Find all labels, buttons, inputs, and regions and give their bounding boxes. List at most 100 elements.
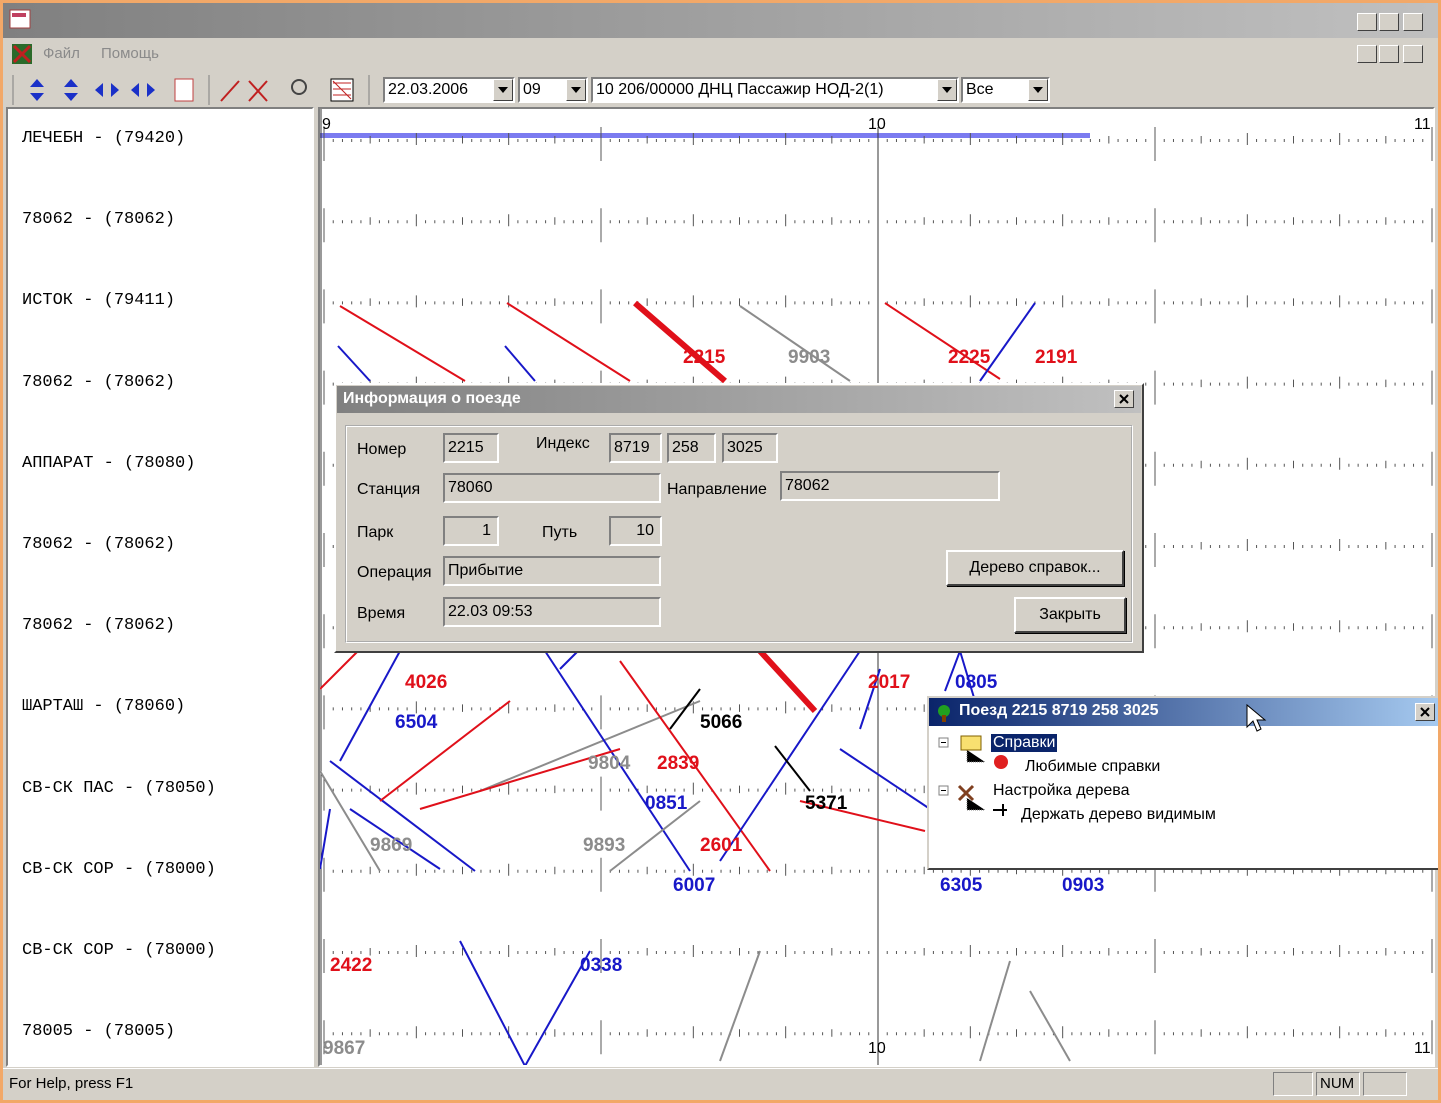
close-button[interactable] — [1403, 13, 1423, 31]
train-line — [504, 345, 536, 382]
train-line — [609, 800, 701, 872]
app-icon — [9, 9, 31, 29]
train-line — [979, 302, 1036, 382]
train-line — [979, 960, 1011, 1062]
tree-item[interactable]: Настройка дерева — [993, 782, 1130, 799]
dialog-close[interactable] — [1114, 390, 1134, 408]
train-number: 4026 — [405, 672, 447, 693]
label: Направление — [667, 481, 767, 498]
minimize-button[interactable] — [1357, 13, 1377, 31]
hour-label: 9 — [322, 116, 331, 133]
train-number: 2601 — [700, 835, 743, 856]
station-label: СВ-СК СОР - (78000) — [22, 941, 216, 960]
field: 2215 — [443, 433, 499, 463]
tick-ruler — [323, 939, 1433, 973]
train-line — [320, 770, 381, 872]
status-text: For Help, press F1 — [9, 1075, 134, 1092]
station-label: ИСТОК - (79411) — [22, 291, 176, 311]
tree-popup: Поезд 2215 8719 258 3025 Справки Любимые… — [927, 696, 1438, 870]
dropdown-button[interactable] — [493, 79, 513, 101]
field: 1 — [443, 516, 499, 546]
dialog-title: Информация о поезде — [337, 386, 1141, 413]
train-line — [669, 688, 701, 730]
tree-item[interactable]: Справки — [991, 734, 1058, 752]
train-line — [329, 760, 476, 872]
date-value: 22.03.2006 — [388, 81, 469, 98]
train-number: 2017 — [868, 672, 910, 693]
station-label: 78062 - (78062) — [22, 616, 176, 636]
train-line — [944, 650, 961, 692]
train-line — [379, 700, 511, 802]
maximize-button[interactable] — [1379, 13, 1399, 31]
tick-ruler — [323, 127, 1433, 161]
train-number: 6305 — [940, 875, 983, 896]
train-line — [859, 668, 881, 730]
menu-item[interactable]: Файл — [43, 45, 80, 62]
popup-close[interactable] — [1415, 703, 1435, 721]
train-line — [633, 300, 727, 384]
train-number: 9804 — [588, 753, 631, 774]
station-label: ЛЕЧЕБН - (79420) — [22, 129, 186, 148]
train-number: 0805 — [955, 672, 998, 693]
filter-combo[interactable]: Все — [961, 77, 1050, 103]
field: 10 — [609, 516, 662, 546]
hour-combo[interactable]: 09 — [518, 77, 588, 103]
filter-value: Все — [966, 81, 994, 98]
station-label: 78062 - (78062) — [22, 210, 176, 230]
tree-button[interactable]: Дерево справок... — [946, 550, 1124, 586]
menu-item[interactable]: Помощь — [101, 45, 159, 62]
train-line — [459, 940, 526, 1065]
train-number: 9867 — [323, 1038, 365, 1059]
train-line — [479, 700, 701, 792]
train-line — [524, 950, 591, 1065]
station-label: ШАРТАШ - (78060) — [22, 697, 186, 717]
train-line — [719, 950, 761, 1062]
section-combo[interactable]: 10 206/00000 ДНЦ Пассажир НОД-2(1) — [591, 77, 959, 103]
train-line — [349, 808, 441, 870]
dropdown-button[interactable] — [937, 79, 957, 101]
station-label: 78062 - (78062) — [22, 535, 176, 554]
train-number: 2191 — [1035, 347, 1078, 368]
train-number: 9893 — [583, 835, 625, 856]
dropdown-button[interactable] — [1028, 79, 1048, 101]
time-highlight — [320, 133, 1090, 138]
child-minimize[interactable] — [1357, 45, 1377, 63]
tick-ruler — [323, 1020, 1433, 1055]
train-number: 2225 — [948, 347, 991, 368]
train-line — [799, 800, 926, 832]
train-line — [419, 748, 621, 810]
station-label: АППАРАТ - (78080) — [22, 453, 196, 473]
train-number: 6504 — [395, 712, 438, 733]
child-close[interactable] — [1403, 45, 1423, 63]
label: Номер — [357, 441, 407, 458]
station-label: 78005 - (78005) — [22, 1022, 176, 1042]
close-button[interactable]: Закрыть — [1014, 597, 1126, 633]
tree-icon — [938, 705, 950, 722]
station-label: СВ-СК ПАС - (78050) — [22, 778, 216, 798]
toolbar-icons — [12, 75, 370, 105]
train-number: 6007 — [673, 875, 715, 896]
status-num: NUM — [1316, 1072, 1360, 1096]
tree-item[interactable]: Любимые справки — [1025, 758, 1161, 775]
field: Прибытие — [443, 556, 661, 586]
status-bar: For Help, press F1 NUM — [3, 1068, 1438, 1100]
child-restore[interactable] — [1379, 45, 1399, 63]
date-combo[interactable]: 22.03.2006 — [383, 77, 515, 103]
train-line — [337, 345, 371, 382]
mouse-cursor — [1246, 703, 1267, 732]
label: Индекс — [536, 435, 590, 452]
train-line — [619, 660, 771, 872]
train-line — [774, 745, 811, 792]
train-line — [339, 305, 466, 382]
group-box — [345, 425, 1133, 643]
section-value: 10 206/00000 ДНЦ Пассажир НОД-2(1) — [596, 81, 884, 98]
label: Парк — [357, 524, 394, 541]
dropdown-button[interactable] — [566, 79, 586, 101]
train-line — [884, 302, 1001, 380]
train-line — [339, 650, 401, 762]
train-line — [719, 650, 861, 862]
hour-label: 10 — [868, 116, 886, 133]
station-panel: ЛЕЧЕБН - (79420) 78062 - (78062) ИСТОК - (… — [6, 107, 314, 1067]
tree-item[interactable]: Держать дерево видимым — [1021, 806, 1216, 823]
